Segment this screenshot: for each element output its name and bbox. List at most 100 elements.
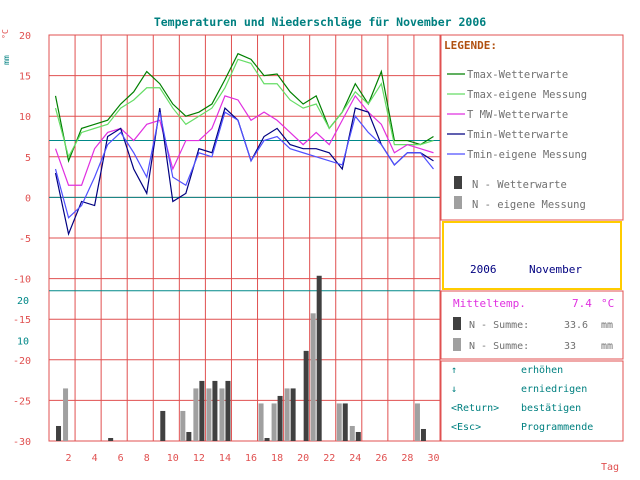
rain-bar	[186, 431, 192, 441]
temp-tick-label: 15	[19, 72, 31, 83]
rain-bar	[160, 410, 166, 441]
legend-entry-label: Tmin-eigene Messung	[467, 149, 587, 161]
rain-bar	[206, 388, 212, 441]
rain-bar	[199, 380, 205, 441]
temp-tick-label: -25	[13, 396, 31, 407]
legend-title: LEGENDE:	[444, 39, 497, 52]
plot-grid	[48, 34, 441, 442]
rain-bar	[310, 313, 316, 441]
rain-own-swatch	[453, 338, 461, 351]
rain-bar	[414, 403, 420, 441]
legend-entry-label: N - eigene Messung	[472, 199, 586, 211]
legend-bar-swatch	[454, 176, 462, 189]
rain-bar	[63, 388, 69, 441]
help-action: bestätigen	[521, 403, 581, 414]
x-tick-label: 20	[297, 453, 309, 464]
help-action: Programmende	[521, 422, 593, 433]
help-key: <Esc>	[451, 422, 481, 433]
rain-bar	[336, 403, 342, 441]
rain-bar	[108, 437, 114, 441]
rain-bar	[271, 403, 277, 441]
rain-bar	[342, 403, 348, 441]
rain-bar	[284, 388, 290, 441]
rain-bar	[355, 431, 361, 441]
legend-entry-label: Tmax-Wetterwarte	[467, 69, 568, 81]
temp-tick-label: -5	[19, 234, 31, 245]
rain-bar	[316, 275, 322, 441]
rain-own-sum: 33	[564, 341, 576, 352]
mean-temp-unit: °C	[601, 297, 614, 310]
temp-lines	[54, 52, 434, 236]
period-year: 2006	[470, 263, 497, 276]
rain-bar	[225, 380, 231, 441]
rain-bar	[264, 437, 270, 441]
rain-bar	[303, 350, 309, 441]
legend-panel: LEGENDE: Tmax-Wetterwarte Tmax-eigene Mes…	[440, 34, 624, 221]
x-tick-label: 18	[271, 453, 283, 464]
x-tick-label: 24	[349, 453, 361, 464]
temp-tick-label: -30	[13, 437, 31, 448]
temp-tick-label: 20	[19, 31, 31, 42]
temp-tick-label: 10	[19, 112, 31, 123]
rain-bar	[212, 380, 218, 441]
x-tick-label: 2	[66, 453, 72, 464]
temp-tick-label: -20	[13, 356, 31, 367]
rain-axis-unit: mm	[2, 55, 11, 65]
rain-station-label: N - Summe:	[469, 320, 529, 331]
temp-axis-ticks: 20 15 10 5 0 -5 -10 -15 -20 -25 -30	[13, 31, 31, 448]
x-tick-label: 8	[144, 453, 150, 464]
legend-bar-swatch	[454, 196, 462, 209]
period-month: November	[529, 263, 582, 276]
help-key: ↑	[451, 365, 457, 376]
rain-station-swatch	[453, 317, 461, 330]
x-tick-label: 30	[427, 453, 439, 464]
rain-bar	[56, 425, 62, 441]
x-tick-label: 4	[92, 453, 98, 464]
legend-entry-label: N - Wetterwarte	[472, 179, 567, 191]
mean-temp-value: 7.4	[572, 297, 592, 310]
x-axis-label: Tag	[601, 462, 619, 473]
stats-panel: Mitteltemp. 7.4 °C N - Summe: 33.6 mm N …	[440, 290, 624, 360]
rain-tick-label: 20	[17, 296, 29, 307]
rain-bar	[290, 388, 296, 441]
help-panel: ↑ erhöhen ↓ erniedrigen <Return> bestätigen <E…	[440, 360, 624, 442]
legend-entry-label: Tmin-Wetterwarte	[467, 129, 568, 141]
mean-temp-label: Mitteltemp.	[453, 297, 526, 310]
x-tick-label: 22	[323, 453, 335, 464]
temp-tick-label: -15	[13, 315, 31, 326]
period-panel: 2006 November	[442, 221, 622, 290]
rain-own-label: N - Summe:	[469, 341, 529, 352]
rain-axis-ticks: 50402010	[17, 296, 29, 348]
rain-bar	[193, 388, 199, 441]
temp-series-line	[54, 52, 434, 163]
temp-series-line	[54, 106, 434, 236]
rain-bar	[258, 403, 264, 441]
x-tick-label: 26	[375, 453, 387, 464]
rain-station-unit: mm	[601, 320, 613, 331]
rain-bar	[277, 395, 283, 441]
x-tick-label: 14	[219, 453, 231, 464]
chart-title: Temperaturen und Niederschläge für Novem…	[154, 15, 486, 29]
legend-entry-label: T MW-Wetterwarte	[467, 109, 568, 121]
legend-entry-label: Tmax-eigene Messung	[467, 89, 587, 101]
x-axis-ticks: 2 4 6 8 10 12 14 16 18 20 22 24 26 28 30	[66, 453, 440, 464]
temp-tick-label: 0	[25, 193, 31, 204]
rain-bar	[349, 425, 355, 441]
help-key: ↓	[451, 384, 457, 395]
help-key: <Return>	[451, 403, 499, 414]
temp-axis-unit: °C	[1, 29, 10, 39]
temp-tick-label: -10	[13, 275, 31, 286]
temp-series-line	[54, 111, 434, 219]
rain-station-sum: 33.6	[564, 320, 588, 331]
rain-bar	[219, 388, 225, 441]
rain-bar	[180, 410, 186, 441]
temp-series-line	[54, 58, 434, 159]
help-action: erniedrigen	[521, 384, 587, 395]
x-tick-label: 16	[245, 453, 257, 464]
x-tick-label: 6	[118, 453, 124, 464]
rain-bar	[420, 428, 426, 441]
x-tick-label: 10	[167, 453, 179, 464]
help-action: erhöhen	[521, 365, 563, 376]
x-tick-label: 28	[401, 453, 413, 464]
